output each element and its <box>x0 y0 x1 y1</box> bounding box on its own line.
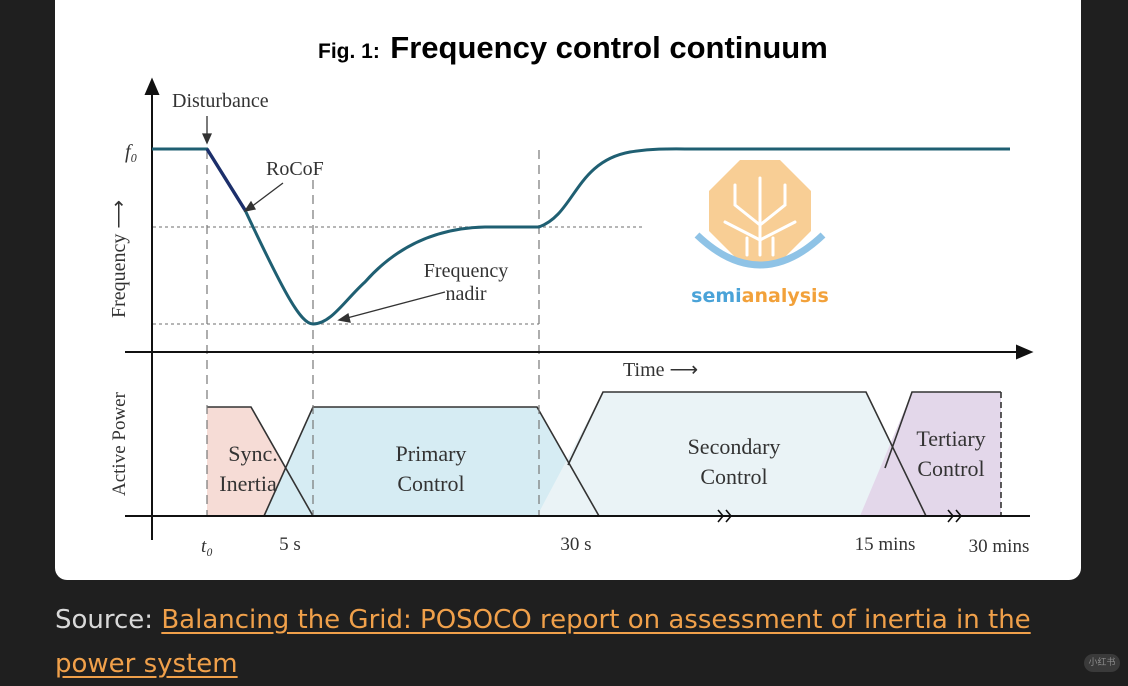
nadir-arrowhead <box>337 312 351 323</box>
tick-label-15min: 15 mins <box>855 534 916 555</box>
phase-area-primary <box>264 407 599 516</box>
tick-label-5s: 5 s <box>279 534 301 555</box>
tertiary-outline <box>884 391 1001 469</box>
axes <box>125 77 1034 540</box>
time-axis-label: Time ⟶ <box>623 359 698 381</box>
axis-break-1 <box>717 509 733 523</box>
figure-caption: Source: Balancing the Grid: POSOCO repor… <box>55 598 1055 686</box>
logo-tree-icon <box>723 176 797 257</box>
sync-inertia-label-line2: Inertia <box>219 471 277 496</box>
source-link[interactable]: Balancing the Grid: POSOCO report on ass… <box>55 605 1031 679</box>
axis-break-2 <box>947 509 963 523</box>
phase-area-tertiary <box>860 392 1001 516</box>
primary-label-line1: Primary <box>396 441 467 466</box>
secondary-label-line1: Secondary <box>688 434 781 459</box>
disturbance-label: Disturbance <box>172 90 269 112</box>
secondary-outline <box>567 391 927 517</box>
dotted-guides <box>153 148 645 325</box>
nadir-label-line1: Frequency <box>424 260 508 282</box>
semianalysis-logo: semianalysis <box>691 160 829 307</box>
phase-area-secondary <box>537 392 926 516</box>
tertiary-label-line1: Tertiary <box>916 426 985 451</box>
rocof-arrow-line <box>250 182 284 208</box>
nadir-label-line2: nadir <box>445 283 486 305</box>
primary-outline <box>263 406 600 517</box>
logo-base-arc <box>694 232 826 269</box>
y-axis-arrowhead <box>144 77 160 95</box>
sync-inertia-label-line1: Sync. <box>228 441 278 466</box>
nadir-arrow-line <box>346 291 446 319</box>
f0-label: f₀ <box>125 141 138 163</box>
tick-label-30min: 30 mins <box>969 536 1030 557</box>
disturbance-arrowhead <box>201 133 213 145</box>
axis-breaks <box>717 509 963 523</box>
figure-title: Fig. 1: Frequency control continuum <box>318 30 828 65</box>
rocof-segment <box>205 148 247 211</box>
caption-prefix: Source: <box>55 605 162 635</box>
annotation-arrows <box>201 116 446 323</box>
figure-title-prefix: Fig. 1: <box>318 40 380 63</box>
corner-badge: 小红书 <box>1084 654 1120 672</box>
frequency-control-diagram: Fig. 1: Frequency control continuum <box>108 30 1034 557</box>
time-axis-arrowhead <box>1016 344 1034 360</box>
frequency-axis-label: Frequency ⟶ <box>108 200 130 318</box>
tick-label-30s: 30 s <box>560 534 591 555</box>
frequency-curve <box>152 147 1010 326</box>
logo-wordmark-suffix: analysis <box>742 285 829 307</box>
tick-label-t0: t₀ <box>201 536 213 557</box>
secondary-label-line2: Control <box>700 464 767 489</box>
rocof-label: RoCoF <box>266 158 324 180</box>
figure-title-main: Frequency control continuum <box>390 30 827 65</box>
phase-outlines <box>207 391 1001 517</box>
logo-wordmark-prefix: semi <box>691 285 742 307</box>
figure-card: Fig. 1: Frequency control continuum <box>55 0 1081 580</box>
primary-label-line2: Control <box>397 471 464 496</box>
active-power-axis-label: Active Power <box>109 391 130 496</box>
logo-wordmark: semianalysis <box>691 285 829 307</box>
sync-inertia-outline <box>207 406 314 517</box>
rocof-arrowhead <box>243 200 257 212</box>
tertiary-label-line2: Control <box>917 456 984 481</box>
dashed-verticals <box>206 150 540 516</box>
